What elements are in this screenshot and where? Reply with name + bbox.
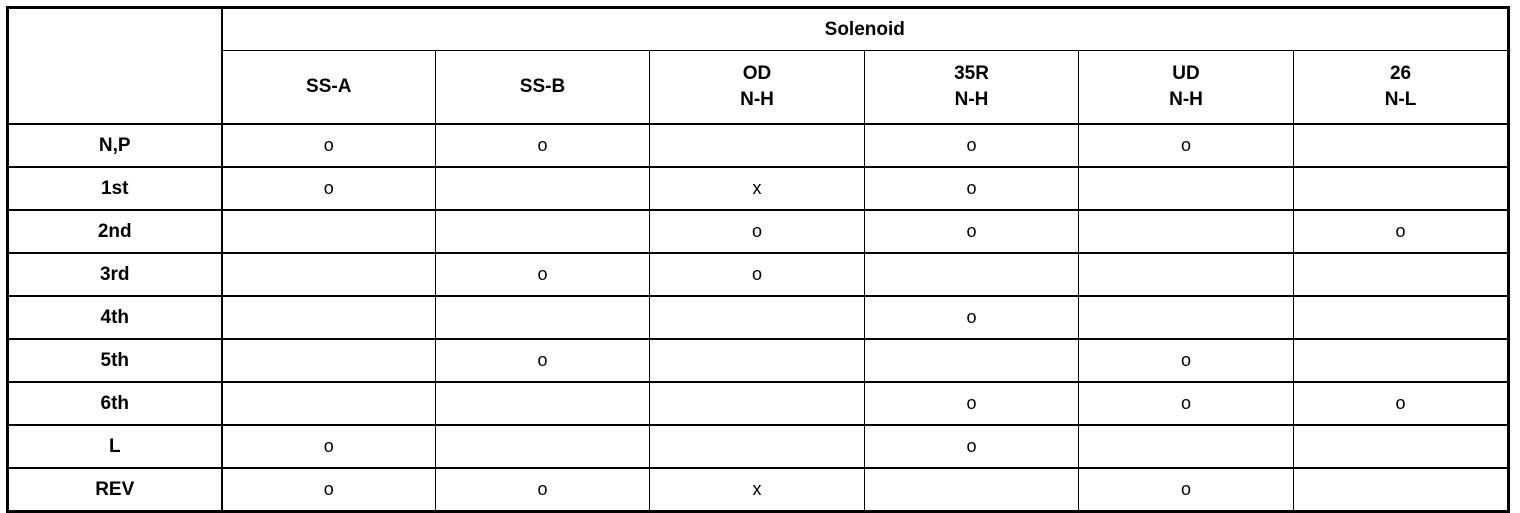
table-cell xyxy=(1078,166,1294,211)
row-label: 5th xyxy=(7,338,223,383)
table-cell xyxy=(1078,252,1294,297)
group-header-solenoid: Solenoid xyxy=(220,7,1510,51)
table-cell xyxy=(1078,295,1294,340)
table-cell: o xyxy=(435,123,650,168)
table-cell: o xyxy=(1078,467,1294,512)
table-cell: o xyxy=(221,123,436,168)
column-header: 35R N-H xyxy=(864,50,1079,125)
table-row: 1st o x o xyxy=(7,166,1510,211)
table-cell xyxy=(1078,424,1294,469)
table-cell xyxy=(649,381,865,426)
table-cell: o xyxy=(649,209,865,254)
table-row: 5th o o xyxy=(7,338,1510,383)
table-cell xyxy=(435,295,650,340)
table-row: 2nd o o o xyxy=(7,209,1510,254)
column-header-line1: SS-A xyxy=(306,76,352,97)
column-header-line2: N-H xyxy=(954,89,989,110)
table-cell: o xyxy=(864,209,1079,254)
table-cell: o xyxy=(864,166,1079,211)
solenoid-table: Solenoid SS-A SS-B OD N-H 35R N-H UD N-H 26 N-L N… xyxy=(6,6,1511,513)
table-cell xyxy=(435,209,650,254)
table-cell: o xyxy=(221,424,436,469)
table-cell xyxy=(435,381,650,426)
table-cell xyxy=(435,424,650,469)
table-cell xyxy=(221,209,436,254)
table-cell: o xyxy=(1292,209,1510,254)
row-label: 4th xyxy=(7,295,223,340)
column-header-line1: 26 xyxy=(1389,63,1412,84)
table-row: 3rd o o xyxy=(7,252,1510,297)
corner-cell xyxy=(7,7,223,125)
column-header-line1: 35R xyxy=(954,63,989,84)
table-cell xyxy=(435,166,650,211)
table-cell xyxy=(221,295,436,340)
row-label: N,P xyxy=(7,123,223,168)
table-cell: o xyxy=(864,295,1079,340)
table-cell xyxy=(864,467,1079,512)
row-label: 2nd xyxy=(7,209,223,254)
table-cell: o xyxy=(221,166,436,211)
table-cell xyxy=(1292,467,1510,512)
table-cell xyxy=(1078,209,1294,254)
table-cell xyxy=(1292,123,1510,168)
table-cell: o xyxy=(1078,381,1294,426)
table-cell xyxy=(1292,424,1510,469)
table-cell xyxy=(1292,166,1510,211)
column-header: UD N-H xyxy=(1078,50,1294,125)
table-cell xyxy=(649,123,865,168)
table-cell xyxy=(221,252,436,297)
table-cell xyxy=(1292,252,1510,297)
row-label: REV xyxy=(7,467,223,512)
table-cell: o xyxy=(864,123,1079,168)
table-cell: o xyxy=(435,338,650,383)
table-cell: x xyxy=(649,166,865,211)
table-cell: o xyxy=(221,467,436,512)
table-cell: o xyxy=(435,252,650,297)
table-cell xyxy=(649,295,865,340)
row-label: 6th xyxy=(7,381,223,426)
row-label: L xyxy=(7,424,223,469)
table-cell: o xyxy=(649,252,865,297)
column-header-line1: OD xyxy=(742,63,772,84)
table-cell: o xyxy=(1292,381,1510,426)
table-cell xyxy=(649,338,865,383)
table-cell: o xyxy=(864,381,1079,426)
column-header: SS-A xyxy=(221,50,436,125)
column-header: SS-B xyxy=(435,50,650,125)
table-row: REV o o x o xyxy=(7,467,1510,512)
column-header-line2: N-H xyxy=(740,89,774,110)
table-cell xyxy=(1292,338,1510,383)
row-label: 3rd xyxy=(7,252,223,297)
table-cell: o xyxy=(1078,338,1294,383)
table-row: N,P o o o o xyxy=(7,123,1510,168)
table-cell xyxy=(649,424,865,469)
table-row: 6th o o o xyxy=(7,381,1510,426)
table-cell xyxy=(864,338,1079,383)
table-cell: o xyxy=(435,467,650,512)
column-header-line1: UD xyxy=(1172,63,1200,84)
table-cell xyxy=(221,381,436,426)
column-header-line2: N-H xyxy=(1169,89,1203,110)
row-label: 1st xyxy=(7,166,223,211)
table-cell: x xyxy=(649,467,865,512)
table-cell xyxy=(1292,295,1510,340)
table-cell: o xyxy=(864,424,1079,469)
column-header: 26 N-L xyxy=(1292,50,1510,125)
column-header: OD N-H xyxy=(649,50,865,125)
table-cell xyxy=(864,252,1079,297)
column-header-line1: SS-B xyxy=(519,76,566,97)
table-row: 4th o xyxy=(7,295,1510,340)
table-cell: o xyxy=(1078,123,1294,168)
table-cell xyxy=(221,338,436,383)
column-header-line2: N-L xyxy=(1384,89,1417,110)
